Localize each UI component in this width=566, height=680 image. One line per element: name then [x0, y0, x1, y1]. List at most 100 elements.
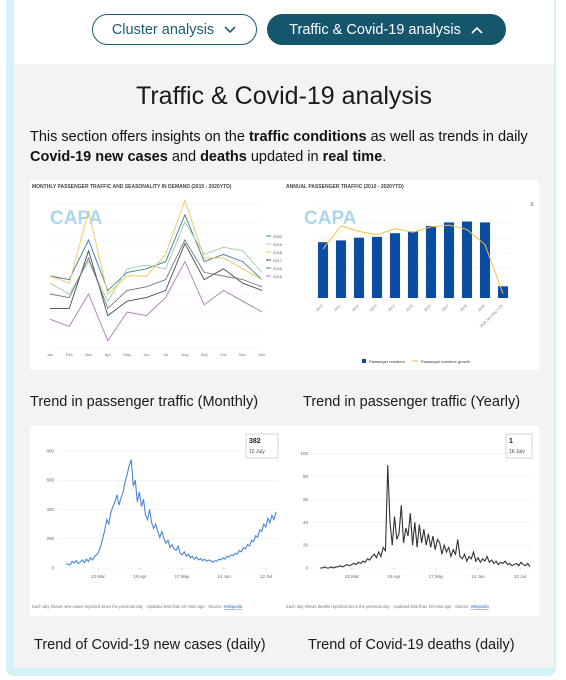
bar — [371, 236, 383, 298]
legend-label: 2020 — [273, 234, 283, 239]
tooltip-value: 1 — [509, 438, 513, 445]
intro-highlight: deaths — [200, 149, 247, 165]
bar — [479, 222, 491, 298]
chart-heading: MONTHLY PASSENGER TRAFFIC AND SEASONALIT… — [32, 184, 232, 190]
chevron-up-icon — [471, 26, 483, 34]
x-tick-label: 17 May — [175, 574, 191, 579]
x-tick-label: 17 May — [429, 574, 445, 579]
x-tick-label: 19 Apr — [133, 574, 147, 579]
y-tick-label: 400 — [46, 507, 54, 512]
x-tick-label: 2016 — [423, 304, 431, 312]
monthly-traffic-chart: MONTHLY PASSENGER TRAFFIC AND SEASONALIT… — [30, 180, 285, 370]
x-tick-label: 22 Mar — [91, 574, 106, 579]
bar — [425, 226, 437, 298]
x-tick-label: 14 Jun — [471, 574, 485, 579]
x-tick-label: Aug — [181, 352, 188, 357]
x-tick-label: 12 Jul — [260, 574, 272, 579]
x-tick-label: 2014 — [387, 304, 395, 312]
legend-label: 2018 — [273, 250, 283, 255]
yearly-caption: Trend in passenger traffic (Yearly) — [303, 394, 521, 410]
x-tick-label: 2010 — [315, 304, 323, 312]
x-tick-label: 2012 — [351, 304, 359, 312]
traffic-covid-analysis-button[interactable]: Traffic & Covid-19 analysis — [267, 14, 506, 45]
bar — [461, 221, 473, 298]
x-tick-label: 19 Apr — [387, 574, 401, 579]
series-line — [49, 220, 263, 303]
covid-cases-chart: 382 16 July Each day shows new cases rep… — [30, 426, 285, 616]
y-tick-label: 800 — [46, 448, 54, 453]
legend-label: 2017 — [273, 258, 283, 263]
hamburger-menu-icon[interactable]: ≡ — [530, 202, 534, 208]
bar — [317, 242, 329, 298]
toggle-bar: Cluster analysis Traffic & Covid-19 anal… — [14, 0, 554, 64]
x-tick-label: Jan — [47, 352, 53, 357]
series-line — [65, 459, 277, 566]
footnote: Each day shows new cases reported since … — [32, 604, 243, 609]
monthly-traffic-svg: MONTHLY PASSENGER TRAFFIC AND SEASONALIT… — [32, 184, 283, 357]
x-tick-label: Apr — [105, 352, 112, 357]
y-tick-label: 100 — [300, 451, 308, 456]
covid-deaths-svg: 1 16 July Each day shows deaths reported… — [286, 433, 533, 609]
chart-heading: ANNUAL PASSENGER TRAFFIC (2010 - 2020YTD… — [286, 184, 404, 190]
x-tick-label: Oct — [220, 352, 227, 357]
intro-highlight: traffic conditions — [248, 129, 367, 145]
legend-label: 2016 — [273, 266, 283, 271]
intro-text: . — [382, 149, 387, 165]
legend-label: 2015 — [273, 274, 283, 279]
x-tick-label: 12 Jul — [514, 574, 526, 579]
yearly-traffic-chart: ANNUAL PASSENGER TRAFFIC (2010 - 2020YTD… — [284, 180, 539, 370]
legend-label: 2019 — [273, 242, 283, 247]
tooltip-value: 382 — [249, 438, 261, 445]
bar — [389, 233, 401, 298]
covid-cases-caption: Trend of Covid-19 new cases (daily) — [34, 637, 266, 653]
tooltip: 1 16 July — [505, 433, 533, 459]
legend-line-label: Passenger numbers growth — [421, 359, 470, 364]
x-tick-label: Jun — [143, 352, 149, 357]
x-tick-label: Mar — [85, 352, 93, 357]
bar — [443, 222, 455, 298]
x-tick-label: Nov — [239, 352, 246, 357]
x-tick-label: 2017 — [441, 304, 449, 312]
x-tick-label: Jul — [163, 352, 168, 357]
cluster-analysis-label: Cluster analysis — [111, 21, 215, 38]
intro-highlight: Covid-19 new cases — [30, 149, 168, 165]
x-tick-label: 2015 — [405, 304, 413, 312]
x-tick-label: 2018 — [459, 304, 467, 312]
yearly-traffic-svg: ANNUAL PASSENGER TRAFFIC (2010 - 2020YTD… — [286, 184, 534, 364]
legend-bar-label: Passenger numbers — [369, 359, 405, 364]
x-tick-label: May — [123, 352, 131, 357]
legend-bar-swatch — [362, 359, 366, 363]
series-line — [49, 260, 263, 342]
y-tick-label: 200 — [46, 536, 54, 541]
y-tick-label: 80 — [303, 474, 309, 479]
traffic-covid-analysis-label: Traffic & Covid-19 analysis — [289, 21, 461, 38]
x-tick-label: 14 Jun — [217, 574, 231, 579]
covid-deaths-caption: Trend of Covid-19 deaths (daily) — [308, 637, 515, 653]
monthly-caption: Trend in passenger traffic (Monthly) — [30, 394, 259, 410]
y-tick-label: 0 — [51, 566, 54, 571]
series-line — [50, 242, 263, 317]
tooltip-date: 16 July — [509, 449, 525, 455]
intro-text: and — [167, 149, 201, 165]
y-tick-label: 40 — [303, 520, 309, 525]
intro-text: This section offers insights on the — [30, 129, 249, 145]
covid-deaths-chart: 1 16 July Each day shows deaths reported… — [284, 426, 539, 616]
x-tick-label: Dec — [258, 352, 265, 357]
x-tick-label: 2011 — [333, 304, 341, 312]
y-tick-label: 60 — [303, 497, 309, 502]
x-tick-label: Feb — [66, 352, 74, 357]
y-tick-label: 20 — [303, 543, 309, 548]
series-line — [49, 239, 263, 310]
cluster-analysis-button[interactable]: Cluster analysis — [92, 14, 257, 45]
x-tick-label: 2013 — [369, 304, 377, 312]
bar — [335, 240, 347, 298]
series-line — [49, 199, 263, 295]
growth-line — [322, 224, 504, 294]
tooltip-date: 16 July — [249, 449, 265, 455]
intro-highlight: real time — [322, 149, 383, 165]
x-tick-label: Sep — [201, 352, 209, 357]
section-title: Traffic & Covid-19 analysis — [136, 82, 432, 110]
series-line — [320, 465, 531, 569]
covid-cases-svg: 382 16 July Each day shows new cases rep… — [32, 433, 279, 609]
intro-text: updated in — [246, 149, 323, 165]
